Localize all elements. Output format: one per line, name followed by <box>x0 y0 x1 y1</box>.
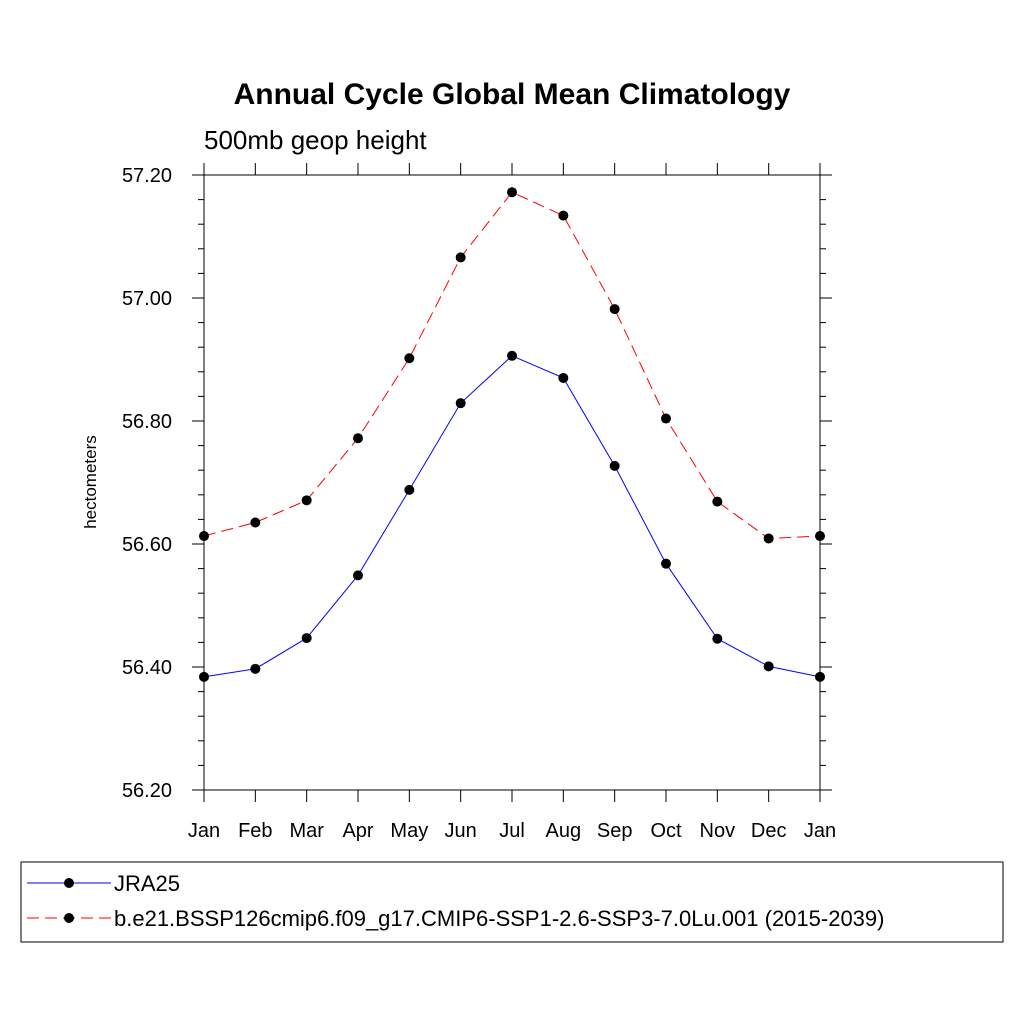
series-0-point <box>815 671 825 682</box>
y-tick-label: 56.60 <box>122 534 172 556</box>
y-tick-label: 57.00 <box>122 288 172 310</box>
series-0-point <box>301 633 312 644</box>
series-1-point <box>763 533 774 544</box>
x-tick-label: Jul <box>499 820 525 842</box>
x-tick-label: Oct <box>650 820 682 842</box>
x-tick-label: Apr <box>342 820 373 842</box>
series-1-point <box>250 517 261 528</box>
y-axis-tick-labels: 56.20 56.40 56.60 56.80 57.00 57.20 <box>122 165 172 802</box>
series-1-point <box>558 210 569 221</box>
series-0-point <box>558 372 569 383</box>
chart-title: Annual Cycle Global Mean Climatology <box>234 78 791 111</box>
series-1-point <box>404 353 415 364</box>
series-0-point <box>199 671 209 682</box>
y-tick-label: 56.20 <box>122 780 172 802</box>
y-tick-label: 57.20 <box>122 165 172 187</box>
legend-label-1: b.e21.BSSP126cmip6.f09_g17.CMIP6-SSP1-2.… <box>114 906 884 931</box>
series-0-point <box>661 558 671 569</box>
x-tick-label: Sep <box>597 820 633 842</box>
plot-frame <box>203 174 821 791</box>
series-0-point <box>404 484 415 495</box>
series-0-point <box>250 663 261 674</box>
y-axis-label: hectometers <box>81 435 100 529</box>
x-tick-label: Jan <box>188 820 220 842</box>
legend-marker-0 <box>64 878 74 888</box>
series-0-point <box>763 661 774 672</box>
series-0-point <box>609 460 620 471</box>
x-tick-label: Feb <box>238 820 272 842</box>
series-0-point <box>353 570 363 581</box>
series-1-point <box>661 413 671 424</box>
x-tick-label: Mar <box>289 820 324 842</box>
x-axis-tick-labels: Jan Feb Mar Apr May Jun Jul Aug Sep Oct Nov Dec Jan <box>188 820 836 842</box>
x-tick-label: Nov <box>700 820 736 842</box>
x-tick-label: May <box>390 820 428 842</box>
series-1-point <box>712 496 723 507</box>
series-0-point <box>455 398 466 409</box>
x-tick-label: Aug <box>546 820 582 842</box>
legend-box <box>20 861 1004 943</box>
series-group <box>199 187 825 682</box>
series-1-point <box>507 187 517 198</box>
x-tick-label: Dec <box>751 820 787 842</box>
y-tick-label: 56.80 <box>122 411 172 433</box>
x-tick-label: Jun <box>445 820 477 842</box>
legend-marker-1 <box>64 913 74 923</box>
legend-label-0: JRA25 <box>114 871 180 896</box>
series-1-point <box>609 304 620 315</box>
series-1-point <box>815 531 825 542</box>
series-line-1 <box>203 191 821 539</box>
series-0-point <box>507 350 517 361</box>
y-tick-label: 56.40 <box>122 657 172 679</box>
series-1-point <box>353 433 363 444</box>
series-line-0 <box>203 355 821 678</box>
chart-subtitle: 500mb geop height <box>204 125 427 155</box>
x-tick-label: Jan <box>804 820 836 842</box>
series-1-point <box>455 252 466 263</box>
series-1-point <box>301 495 312 506</box>
series-1-point <box>199 531 209 542</box>
legend: JRA25 b.e21.BSSP126cmip6.f09_g17.CMIP6-SS… <box>27 871 884 931</box>
axis-ticks <box>192 163 832 802</box>
series-0-point <box>712 633 723 644</box>
